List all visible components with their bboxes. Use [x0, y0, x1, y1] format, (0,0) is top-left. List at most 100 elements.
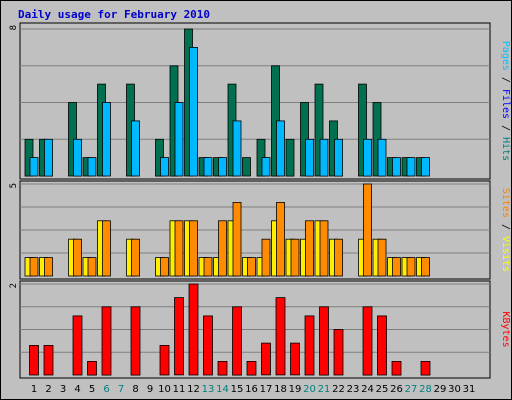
- bar-sites-18: [276, 201, 285, 277]
- bar-pages-8: [131, 120, 140, 177]
- ymax-label-kbytes: 2: [9, 283, 19, 288]
- bar-kbytes-19: [290, 342, 300, 376]
- xtick-20: 20: [303, 384, 316, 395]
- xtick-23: 23: [347, 384, 360, 395]
- bar-kbytes-21: [319, 306, 329, 376]
- xtick-9: 9: [147, 384, 153, 395]
- legend-sites-visits: Sites / Visits: [500, 188, 511, 272]
- bar-sites-16: [247, 257, 256, 277]
- xtick-15: 15: [231, 384, 244, 395]
- chart-title: Daily usage for February 2010: [18, 8, 211, 21]
- bar-kbytes-24: [362, 306, 373, 376]
- bar-kbytes-14: [217, 360, 228, 376]
- xtick-14: 14: [216, 384, 229, 395]
- bar-pages-21: [319, 138, 329, 177]
- ymax-label-pages-files-hits: 8: [9, 25, 19, 30]
- xtick-10: 10: [158, 384, 171, 395]
- legend-segment-sites-visits-1: /: [500, 218, 511, 236]
- xtick-4: 4: [74, 384, 80, 395]
- bar-sites-21: [319, 220, 329, 277]
- bar-kbytes-25: [377, 315, 387, 376]
- bar-sites-20: [305, 220, 314, 277]
- xtick-18: 18: [274, 384, 287, 395]
- bar-kbytes-8: [130, 306, 141, 376]
- bar-sites-17: [261, 238, 271, 277]
- bar-pages-24: [363, 138, 372, 177]
- bar-sites-1: [29, 257, 39, 277]
- xtick-30: 30: [448, 384, 461, 395]
- bar-sites-22: [334, 238, 343, 277]
- xtick-11: 11: [173, 384, 186, 395]
- bar-pages-6: [102, 102, 111, 177]
- bar-pages-17: [261, 157, 271, 177]
- xtick-8: 8: [132, 384, 138, 395]
- bar-sites-13: [203, 257, 213, 277]
- bar-kbytes-12: [188, 283, 199, 376]
- xtick-12: 12: [187, 384, 200, 395]
- legend-segment-sites-visits-2: Visits: [500, 236, 511, 272]
- bar-sites-24: [363, 183, 372, 277]
- bar-kbytes-10: [159, 344, 170, 376]
- bar-pages-13: [203, 157, 213, 177]
- bar-pages-26: [392, 157, 401, 177]
- legend-segment-pages-files-hits-4: Hits: [500, 137, 511, 161]
- bar-pages-11: [174, 102, 184, 177]
- bar-sites-11: [174, 220, 184, 277]
- bar-pages-5: [87, 157, 97, 177]
- xtick-21: 21: [318, 384, 331, 395]
- xtick-5: 5: [89, 384, 95, 395]
- legend-segment-sites-visits-0: Sites: [500, 188, 511, 218]
- bar-kbytes-2: [43, 344, 54, 376]
- xtick-7: 7: [118, 384, 124, 395]
- bar-kbytes-17: [261, 342, 271, 376]
- bar-pages-10: [160, 157, 169, 177]
- bar-sites-4: [73, 238, 82, 277]
- bar-pages-18: [276, 120, 285, 177]
- legend-segment-kbytes-0: KBytes: [500, 311, 511, 347]
- bar-kbytes-13: [203, 315, 213, 376]
- xtick-3: 3: [60, 384, 66, 395]
- bar-sites-27: [406, 257, 416, 277]
- bar-kbytes-6: [101, 306, 112, 376]
- legend-pages-files-hits: Pages / Files / Hits: [500, 41, 511, 161]
- bar-hits-21: [314, 83, 324, 177]
- legend-segment-pages-files-hits-3: /: [500, 119, 511, 137]
- legend-segment-pages-files-hits-2: Files: [500, 89, 511, 119]
- xtick-28: 28: [419, 384, 432, 395]
- bar-pages-2: [44, 138, 53, 177]
- bar-sites-19: [290, 238, 300, 277]
- xtick-22: 22: [332, 384, 345, 395]
- bar-hits-16: [242, 157, 251, 177]
- bar-sites-8: [131, 238, 140, 277]
- bar-kbytes-22: [333, 329, 344, 376]
- xtick-31: 31: [463, 384, 476, 395]
- bar-sites-2: [44, 257, 53, 277]
- xtick-6: 6: [103, 384, 109, 395]
- xtick-29: 29: [434, 384, 447, 395]
- xtick-24: 24: [361, 384, 374, 395]
- bar-pages-12: [189, 47, 198, 177]
- panel-pages-files-hits: [19, 22, 491, 180]
- bar-kbytes-15: [232, 306, 242, 376]
- legend-kbytes: KBytes: [500, 311, 511, 347]
- ymax-label-sites-visits: 5: [9, 183, 19, 188]
- bar-pages-4: [73, 138, 82, 177]
- legend-segment-pages-files-hits-0: Pages: [500, 41, 511, 71]
- bar-sites-25: [377, 238, 387, 277]
- xtick-19: 19: [289, 384, 302, 395]
- bar-sites-5: [87, 257, 97, 277]
- bar-pages-25: [377, 138, 387, 177]
- xtick-26: 26: [390, 384, 403, 395]
- bar-hits-24: [358, 83, 367, 177]
- xtick-25: 25: [376, 384, 389, 395]
- xtick-17: 17: [260, 384, 273, 395]
- bar-sites-14: [218, 220, 227, 277]
- bar-kbytes-5: [87, 360, 97, 376]
- xtick-16: 16: [245, 384, 258, 395]
- bar-pages-27: [406, 157, 416, 177]
- bar-pages-28: [421, 157, 430, 177]
- bar-sites-26: [392, 257, 401, 277]
- bar-kbytes-11: [174, 297, 184, 376]
- bar-pages-15: [232, 120, 242, 177]
